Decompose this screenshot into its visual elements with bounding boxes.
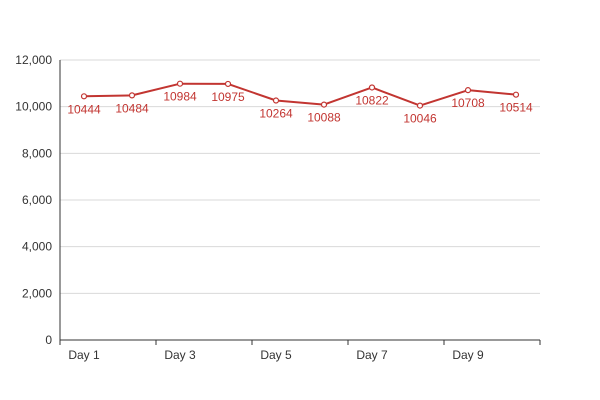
axes: 0 2,000 4,000 6,000 8,000 10,000 12,000 Day 1 Da… — [15, 53, 541, 362]
data-point[interactable] — [368, 84, 376, 91]
x-tick-label: Day 5 — [260, 348, 292, 362]
y-tick-label: 2,000 — [22, 286, 52, 300]
y-tick-label: 6,000 — [22, 193, 52, 207]
series-layer — [80, 80, 520, 109]
y-tick-label: 12,000 — [15, 53, 52, 67]
series-line — [83, 82, 517, 107]
data-point[interactable] — [128, 92, 136, 99]
data-label: 10046 — [403, 112, 437, 126]
x-tick-label: Day 9 — [452, 348, 484, 362]
y-tick-label: 4,000 — [22, 240, 52, 254]
data-label: 10264 — [259, 107, 293, 121]
data-point[interactable] — [416, 102, 424, 109]
data-point[interactable] — [272, 97, 280, 104]
data-point[interactable] — [464, 87, 472, 94]
y-tick-label: 0 — [45, 333, 52, 347]
data-point[interactable] — [176, 80, 184, 87]
data-label: 10484 — [115, 101, 149, 115]
y-tick-label: 10,000 — [15, 100, 52, 114]
data-label: 10444 — [67, 102, 101, 116]
data-label: 10088 — [307, 111, 341, 125]
grid-lines — [60, 59, 540, 294]
data-labels: 10444 10484 10984 10975 10264 10088 10822 10046… — [67, 90, 533, 126]
x-tick-label: Day 3 — [164, 348, 196, 362]
data-label: 10822 — [355, 93, 389, 107]
data-point[interactable] — [320, 101, 328, 108]
data-point[interactable] — [224, 80, 232, 88]
data-label: 10514 — [499, 101, 533, 115]
x-tick-label: Day 1 — [68, 348, 100, 362]
x-tick-label: Day 7 — [356, 348, 388, 362]
y-tick-label: 8,000 — [22, 146, 52, 160]
data-point[interactable] — [80, 93, 88, 100]
data-label: 10708 — [451, 96, 485, 110]
data-label: 10984 — [163, 90, 197, 104]
data-point[interactable] — [512, 91, 520, 98]
data-label: 10975 — [211, 90, 245, 104]
